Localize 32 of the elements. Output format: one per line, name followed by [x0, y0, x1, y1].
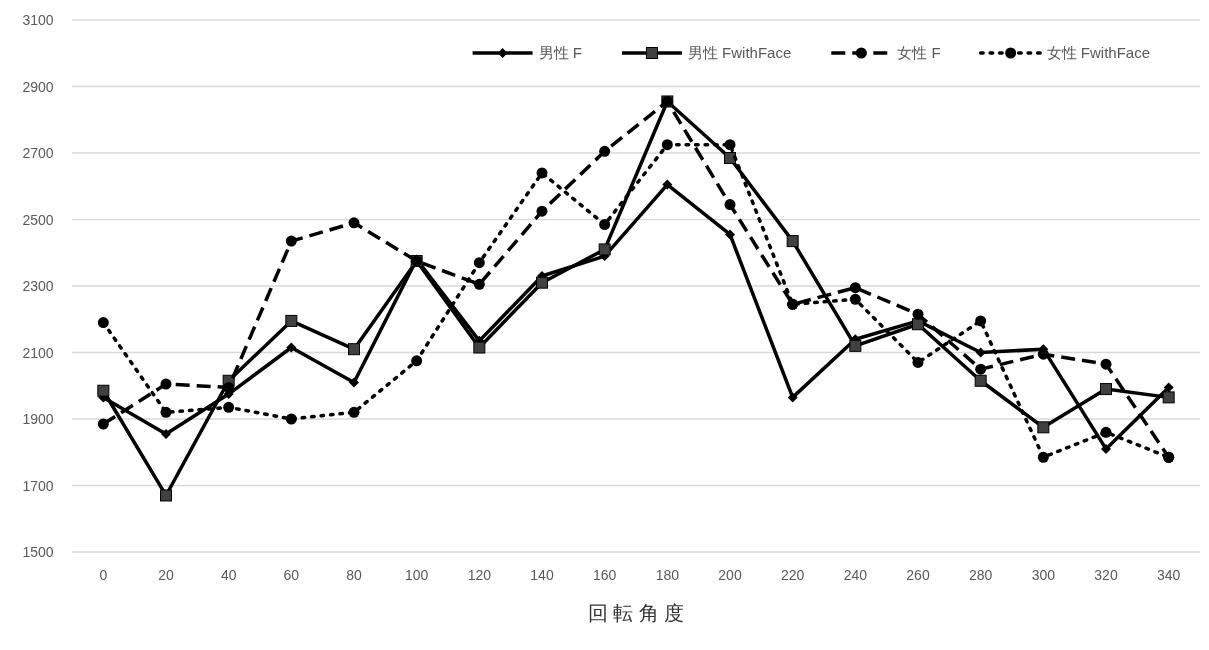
x-tick-label: 140 — [530, 567, 554, 583]
x-tick-label: 320 — [1094, 567, 1118, 583]
x-tick-label: 0 — [99, 567, 108, 583]
x-tick-label: 220 — [780, 567, 805, 583]
y-tick-label: 2100 — [22, 344, 54, 361]
legend-label: 男性 F — [538, 44, 582, 61]
x-tick-label: 120 — [467, 567, 492, 583]
y-tick-label: 1900 — [22, 411, 54, 427]
y-tick-label: 1700 — [22, 477, 54, 494]
y-tick-label: 1500 — [22, 544, 54, 560]
x-tick-label: 180 — [655, 567, 680, 583]
x-tick-label: 200 — [718, 567, 742, 583]
x-tick-label: 100 — [404, 567, 429, 583]
x-tick-label: 80 — [346, 567, 362, 583]
x-tick-label: 20 — [158, 567, 174, 583]
x-tick-label: 40 — [220, 567, 237, 583]
x-tick-label: 240 — [843, 567, 868, 583]
y-tick-label: 2300 — [22, 278, 54, 294]
x-tick-label: 300 — [1031, 567, 1056, 583]
x-tick-label: 280 — [968, 567, 993, 583]
y-tick-label: 3100 — [22, 12, 54, 28]
x-tick-label: 60 — [283, 567, 300, 583]
y-tick-label: 2900 — [22, 78, 54, 95]
x-tick-label: 260 — [906, 567, 930, 583]
y-tick-label: 2700 — [22, 145, 54, 161]
legend-label: 女性 FwithFace — [1046, 44, 1150, 61]
x-axis-title: 回 転 角 度 — [587, 602, 685, 624]
legend-label: 女性 F — [897, 44, 941, 61]
y-tick-label: 2500 — [22, 211, 54, 228]
x-tick-label: 160 — [592, 567, 617, 583]
x-tick-label: 340 — [1156, 567, 1181, 583]
legend-label: 男性 FwithFace — [687, 44, 792, 61]
